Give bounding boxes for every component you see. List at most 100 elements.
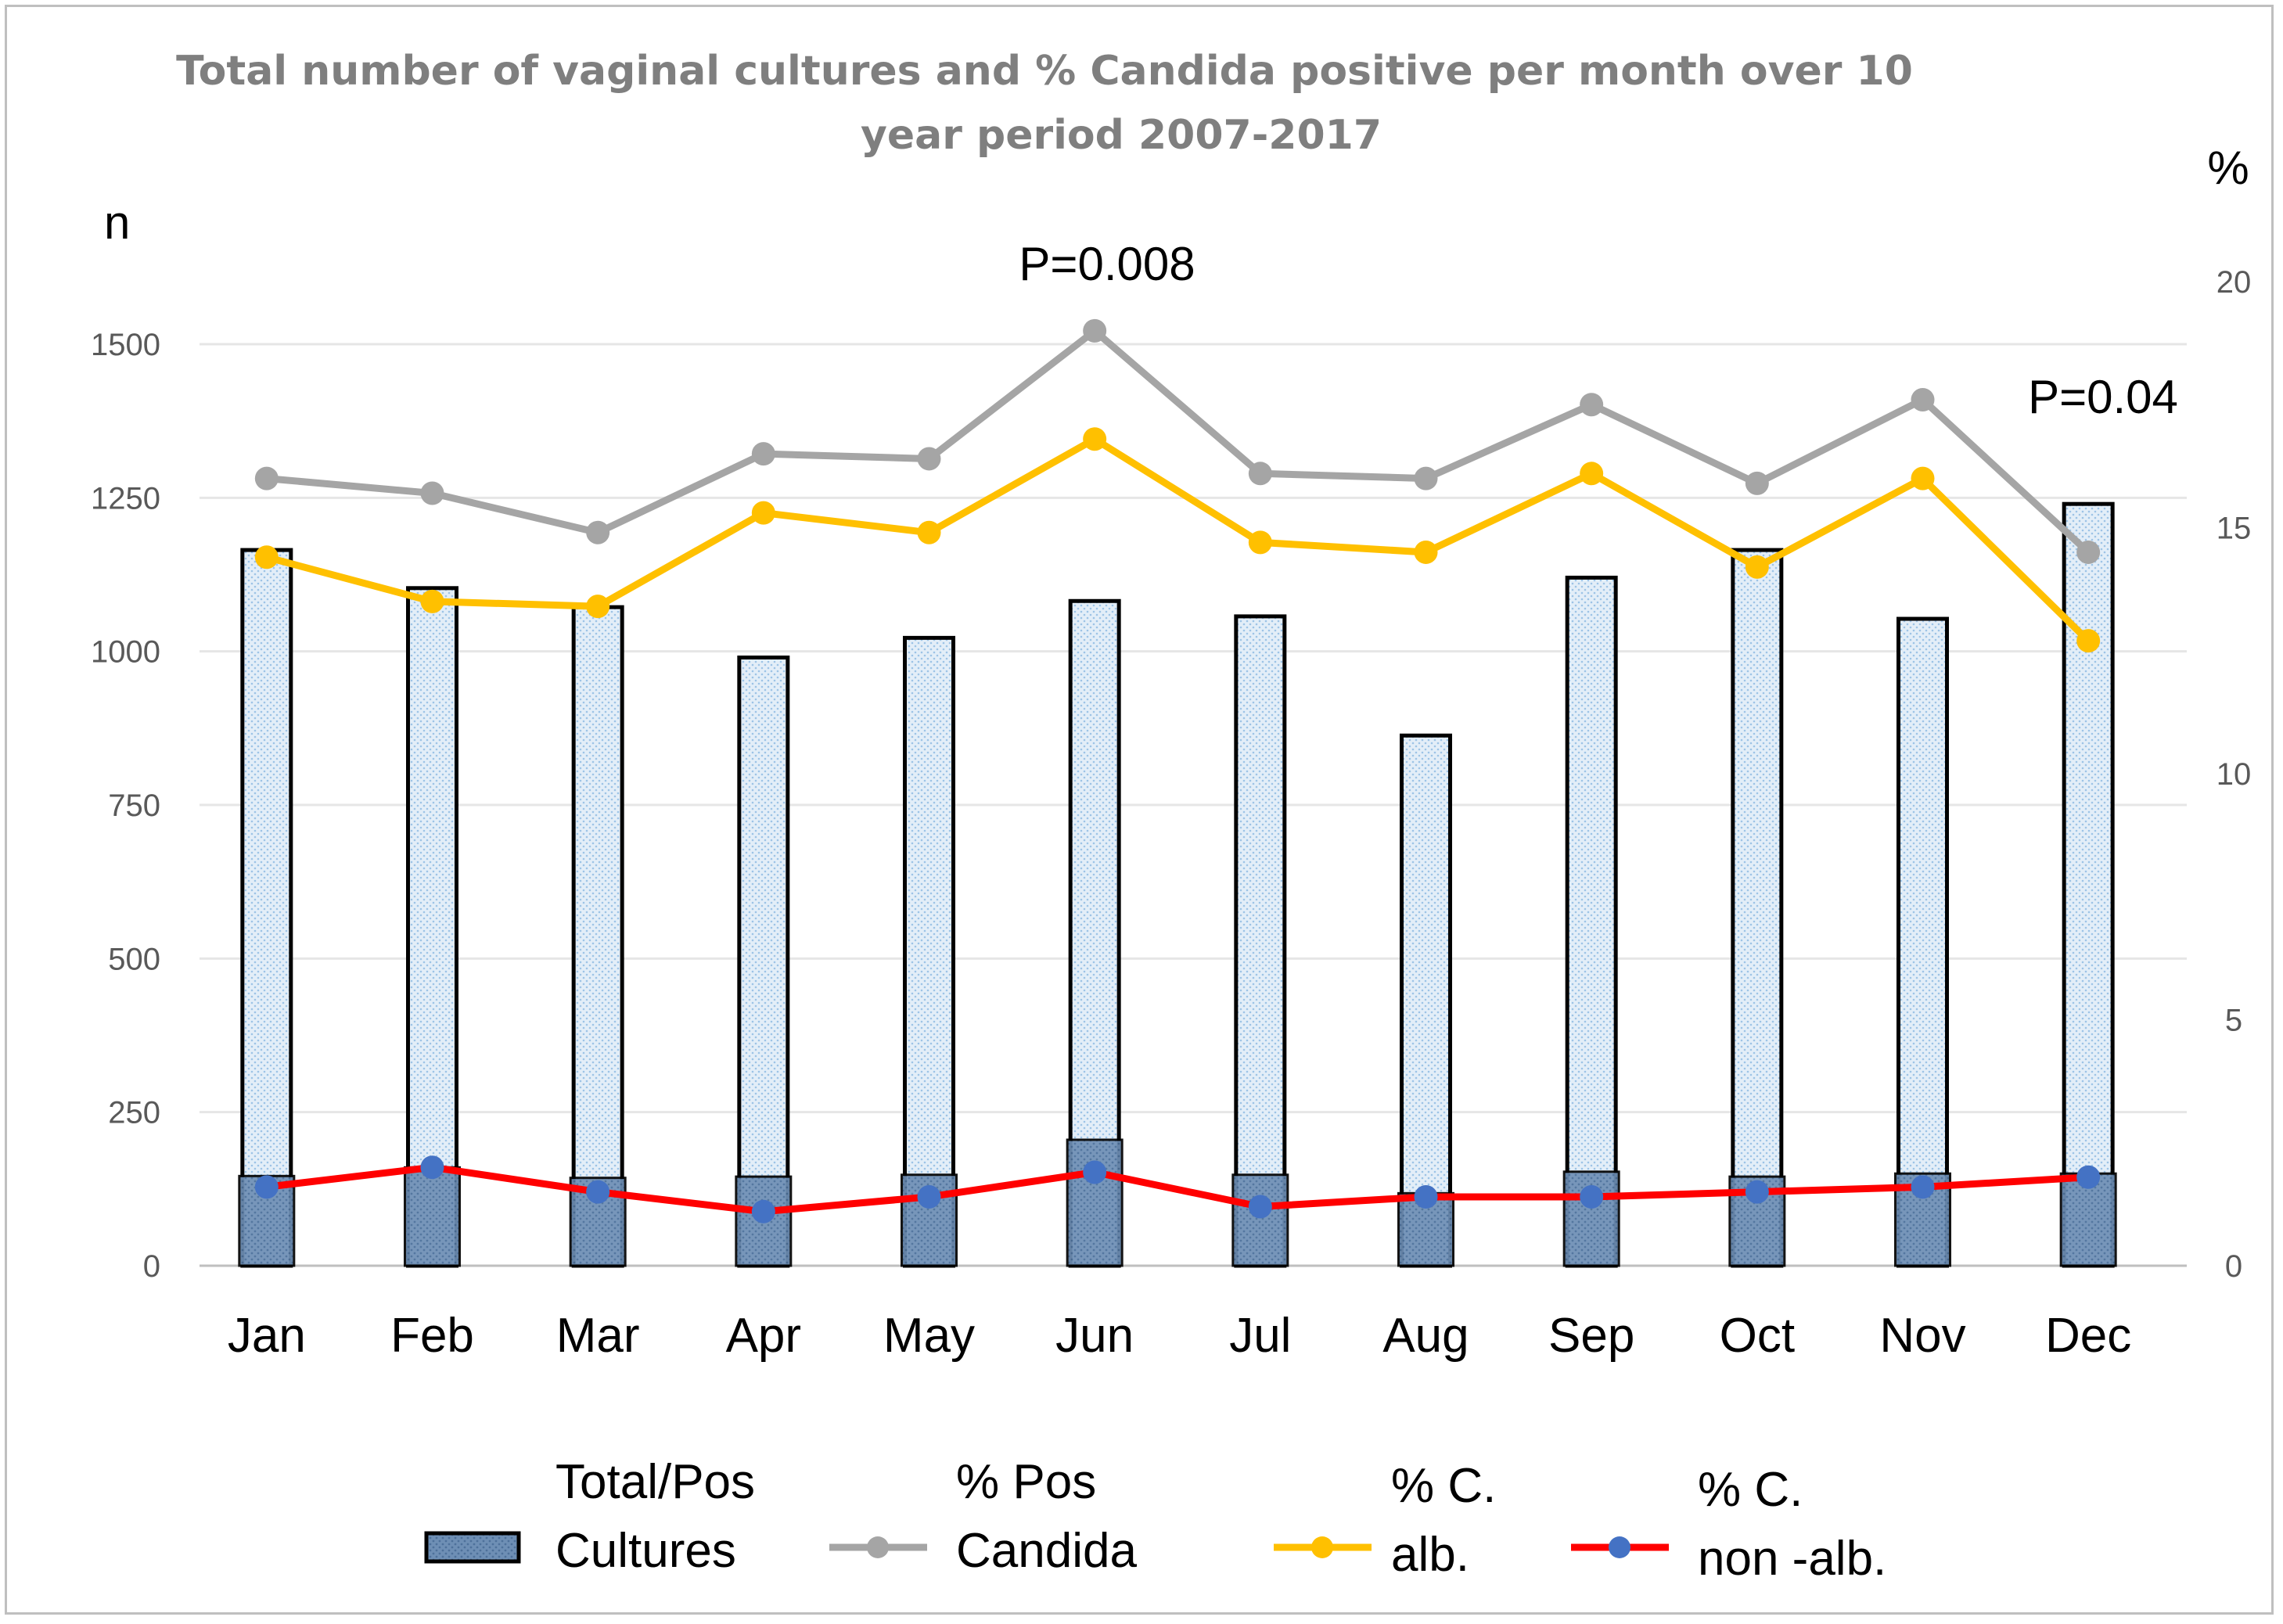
x-tick-label: Jul bbox=[1229, 1309, 1291, 1363]
line-c-alb-point bbox=[1083, 427, 1107, 451]
bar-total bbox=[571, 605, 624, 1268]
line-pos-candida-point bbox=[586, 520, 610, 544]
bar-total bbox=[737, 656, 790, 1268]
line-pos-candida-point bbox=[1745, 471, 1769, 495]
chart-title-line-2: year period 2007-2017 bbox=[861, 112, 1382, 159]
bar-total bbox=[2062, 501, 2115, 1268]
line-c-alb-point bbox=[254, 545, 279, 569]
line-series bbox=[254, 318, 2101, 1223]
line-c-alb-point bbox=[420, 589, 444, 613]
y-left-tick-labels: 0 250 500 750 1000 1250 1500 bbox=[91, 328, 160, 1284]
bar-total bbox=[1565, 575, 1618, 1268]
line-c-alb-point bbox=[917, 520, 941, 544]
y-left-tick-label: 0 bbox=[143, 1249, 160, 1284]
line-c-non-alb-point bbox=[1414, 1184, 1438, 1209]
chart-title-line-1: Total number of vaginal cultures and % C… bbox=[176, 48, 1913, 95]
x-tick-label: Nov bbox=[1879, 1309, 1965, 1363]
line-pos-candida-point bbox=[420, 481, 444, 505]
line-c-non-alb-point bbox=[1083, 1160, 1107, 1184]
chart-frame bbox=[5, 5, 2274, 1615]
legend-swatch-nonalb-marker bbox=[1609, 1536, 1630, 1558]
y-left-tick-label: 1250 bbox=[91, 481, 160, 516]
legend-label-bars-1: Total/Pos bbox=[555, 1455, 755, 1509]
legend-swatch-pos-marker bbox=[867, 1536, 889, 1558]
line-c-non-alb-point bbox=[2076, 1165, 2101, 1189]
line-c-non-alb-point bbox=[254, 1175, 279, 1199]
y-right-tick-label: 0 bbox=[2225, 1249, 2242, 1284]
line-c-non-alb-point bbox=[586, 1180, 610, 1204]
line-c-non-alb-point bbox=[751, 1199, 775, 1223]
bar-total bbox=[903, 635, 955, 1268]
x-tick-label: Jan bbox=[228, 1309, 306, 1363]
line-pos-candida-point bbox=[254, 466, 279, 490]
x-tick-label: Dec bbox=[2045, 1309, 2131, 1363]
x-tick-label: Mar bbox=[556, 1309, 640, 1363]
line-pos-candida-point bbox=[1414, 466, 1438, 490]
x-tick-label: Sep bbox=[1548, 1309, 1634, 1363]
line-c-alb-point bbox=[586, 595, 610, 619]
y-left-tick-label: 1500 bbox=[91, 328, 160, 362]
x-tick-label: Oct bbox=[1720, 1309, 1795, 1363]
legend-label-bars-2: Cultures bbox=[555, 1524, 736, 1578]
legend-label-pos-2: Candida bbox=[956, 1524, 1137, 1578]
line-c-non-alb-point bbox=[1745, 1180, 1769, 1204]
legend: Total/Pos Cultures % Pos Candida % C. al… bbox=[424, 1455, 1886, 1586]
bar-total bbox=[1234, 614, 1287, 1268]
y-left-axis-label: n bbox=[104, 196, 130, 249]
y-right-tick-label: 10 bbox=[2216, 757, 2252, 792]
x-tick-labels: Jan Feb Mar Apr May Jun Jul Aug Sep Oct Nov Dec bbox=[228, 1309, 2131, 1363]
line-c-alb bbox=[265, 435, 2091, 644]
bars-total-pos-cultures bbox=[238, 501, 2117, 1268]
legend-swatch-alb-marker bbox=[1311, 1536, 1333, 1558]
bar-total bbox=[1400, 733, 1452, 1268]
x-tick-label: Feb bbox=[390, 1309, 474, 1363]
y-left-tick-label: 1000 bbox=[91, 635, 160, 670]
line-pos-candida-point bbox=[917, 447, 941, 471]
y-left-tick-label: 250 bbox=[108, 1096, 160, 1130]
y-left-tick-label: 500 bbox=[108, 942, 160, 976]
line-pos-candida-point bbox=[1580, 393, 1604, 417]
line-pos-candida-point bbox=[751, 442, 775, 466]
line-c-non-alb-point bbox=[1580, 1184, 1604, 1209]
line-c-alb-point bbox=[1580, 462, 1604, 486]
x-tick-label: Jun bbox=[1055, 1309, 1134, 1363]
line-c-non-alb-point bbox=[917, 1184, 941, 1209]
y-right-axis-label: % bbox=[2207, 142, 2249, 194]
line-pos-candida-point bbox=[1248, 462, 1272, 486]
y-right-tick-label: 15 bbox=[2216, 512, 2252, 546]
x-tick-label: May bbox=[883, 1309, 975, 1363]
bar-positive bbox=[2059, 1172, 2117, 1267]
bar-total bbox=[240, 548, 293, 1268]
line-pos-candida bbox=[266, 327, 2091, 555]
bar-positive bbox=[1066, 1138, 1124, 1267]
x-tick-label: Apr bbox=[726, 1309, 801, 1363]
legend-label-alb-2: alb. bbox=[1391, 1528, 1469, 1582]
line-pos-candida-point bbox=[1911, 387, 1935, 411]
legend-label-nonalb-1: % C. bbox=[1698, 1463, 1803, 1517]
bar-positive bbox=[1231, 1173, 1289, 1267]
line-c-alb-point bbox=[1414, 540, 1438, 564]
line-c-alb-point bbox=[751, 501, 775, 525]
line-c-alb-point bbox=[1911, 466, 1935, 490]
bar-total bbox=[1897, 616, 1949, 1268]
line-c-alb-point bbox=[1745, 555, 1769, 579]
bar-total bbox=[1731, 548, 1784, 1268]
gridlines bbox=[200, 343, 2187, 1267]
legend-label-alb-1: % C. bbox=[1391, 1459, 1496, 1513]
legend-label-pos-1: % Pos bbox=[956, 1455, 1096, 1509]
y-right-tick-labels: 0 5 10 15 20 bbox=[2216, 265, 2252, 1284]
annotation-p-jun: P=0.008 bbox=[1019, 238, 1195, 290]
y-left-tick-label: 750 bbox=[108, 789, 160, 823]
line-pos-candida-point bbox=[1083, 318, 1107, 343]
chart-title: Total number of vaginal cultures and % C… bbox=[176, 48, 1913, 159]
line-c-non-alb-point bbox=[420, 1155, 444, 1180]
line-c-alb-point bbox=[1248, 530, 1272, 555]
line-c-alb-point bbox=[2076, 629, 2101, 653]
line-c-non-alb-point bbox=[1248, 1195, 1272, 1219]
legend-label-nonalb-2: non -alb. bbox=[1698, 1532, 1886, 1586]
legend-swatch-bars bbox=[424, 1531, 521, 1564]
bar-total bbox=[406, 586, 458, 1268]
line-c-non-alb bbox=[266, 1163, 2089, 1216]
bar-positive bbox=[404, 1166, 461, 1267]
